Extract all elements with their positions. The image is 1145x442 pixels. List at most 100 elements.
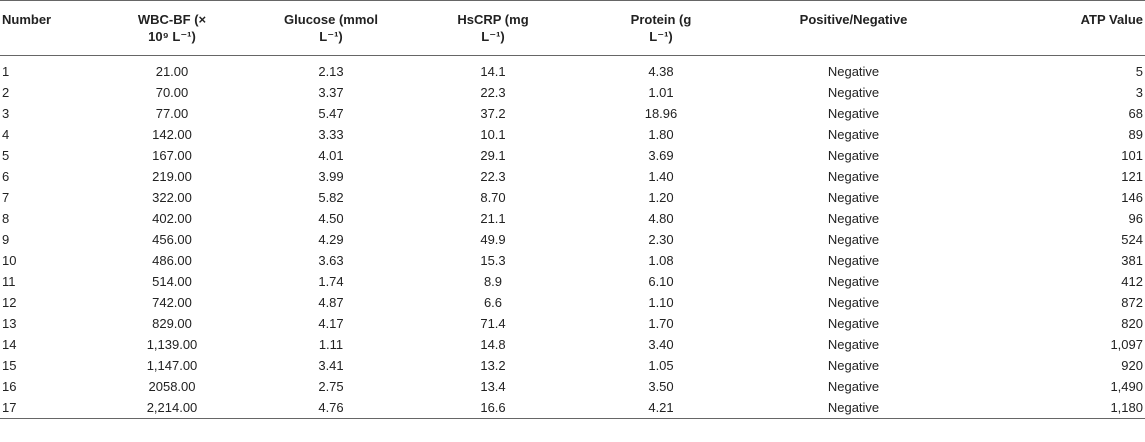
table-row: 8 402.00 4.50 21.1 4.80 Negative 96	[0, 208, 1145, 229]
cell-hscrp: 16.6	[410, 397, 576, 419]
cell-hscrp: 14.8	[480, 337, 506, 352]
cell-wbc-bf: 77.00	[155, 106, 189, 121]
cell-protein: 4.21	[576, 397, 746, 419]
table-row: 10 486.00 3.63 15.3 1.08 Negative 381	[0, 250, 1145, 271]
cell-atp-value: 872	[1121, 295, 1143, 310]
cell-hscrp: 29.1	[480, 148, 506, 163]
cell-result: Negative	[827, 295, 880, 310]
table-header: Number WBC-BF (× 10⁹ L⁻¹) Glucose (mmol …	[0, 0, 1145, 56]
cell-number: 15	[2, 358, 17, 373]
cell-atp-value: 381	[1121, 253, 1143, 268]
cell-result: Negative	[827, 379, 880, 394]
header-atp-value: ATP Value	[961, 0, 1145, 56]
cell-atp-value: 101	[1121, 148, 1143, 163]
header-protein: Protein (g L⁻¹)	[576, 0, 746, 56]
cell-number: 6	[2, 169, 10, 184]
header-line1: Glucose (mmol	[284, 12, 378, 27]
cell-protein: 1.05	[648, 358, 674, 373]
cell-atp-value: 96	[1128, 211, 1143, 226]
table-row: 15 1,147.00 3.41 13.2 1.05 Negative 920	[0, 355, 1145, 376]
cell-wbc-bf: 142.00	[152, 127, 192, 142]
table-row: 3 77.00 5.47 37.2 18.96 Negative 68	[0, 103, 1145, 124]
cell-glucose: 4.76	[252, 397, 410, 419]
cell-hscrp: 15.3	[480, 253, 506, 268]
cell-glucose: 4.50	[318, 211, 344, 226]
table-row: 4 142.00 3.33 10.1 1.80 Negative 89	[0, 124, 1145, 145]
table-row: 12 742.00 4.87 6.6 1.10 Negative 872	[0, 292, 1145, 313]
cell-wbc-bf: 1,147.00	[146, 358, 198, 373]
cell-wbc-bf: 2058.00	[148, 379, 196, 394]
cell-number: 8	[2, 211, 10, 226]
cell-wbc-bf: 167.00	[152, 148, 192, 163]
cell-protein: 3.50	[648, 379, 674, 394]
header-line1: Number	[2, 12, 52, 27]
cell-glucose: 3.63	[318, 253, 344, 268]
cell-protein: 3.69	[648, 148, 674, 163]
cell-hscrp: 13.4	[480, 379, 506, 394]
cell-protein: 3.40	[648, 337, 674, 352]
table-row: 17 2,214.00 4.76 16.6 4.21 Negative 1,180	[0, 397, 1145, 419]
cell-protein: 1.10	[648, 295, 674, 310]
cell-wbc-bf: 486.00	[152, 253, 192, 268]
cell-glucose: 5.47	[318, 106, 344, 121]
cell-number: 2	[2, 85, 10, 100]
cell-number: 13	[2, 316, 17, 331]
cell-wbc-bf: 219.00	[152, 169, 192, 184]
header-line1: ATP Value	[1080, 12, 1143, 27]
cell-atp-value: 820	[1121, 316, 1143, 331]
cell-glucose: 3.41	[318, 358, 344, 373]
table-body: 1 21.00 2.13 14.1 4.38 Negative 5 2 70.00 3.37 22.…	[0, 56, 1145, 419]
cell-atp-value: 146	[1121, 190, 1143, 205]
cell-wbc-bf: 742.00	[152, 295, 192, 310]
cell-hscrp: 49.9	[480, 232, 506, 247]
cell-protein: 4.38	[648, 64, 674, 79]
cell-protein: 1.80	[648, 127, 674, 142]
cell-protein: 6.10	[648, 274, 674, 289]
header-line2: L⁻¹)	[481, 29, 505, 44]
cell-hscrp: 14.1	[480, 64, 506, 79]
cell-result: Negative	[827, 169, 880, 184]
cell-atp-value: 89	[1128, 127, 1143, 142]
header-glucose: Glucose (mmol L⁻¹)	[252, 0, 410, 56]
cell-wbc-bf: 514.00	[152, 274, 192, 289]
cell-atp-value: 68	[1128, 106, 1143, 121]
cell-glucose: 1.74	[318, 274, 344, 289]
cell-wbc-bf: 322.00	[152, 190, 192, 205]
cell-wbc-bf: 402.00	[152, 211, 192, 226]
cell-number: 7	[2, 190, 10, 205]
cell-protein: 1.20	[648, 190, 674, 205]
cell-wbc-bf: 1,139.00	[146, 337, 198, 352]
cell-glucose: 2.13	[318, 64, 344, 79]
header-row: Number WBC-BF (× 10⁹ L⁻¹) Glucose (mmol …	[0, 0, 1145, 56]
cell-atp-value: 524	[1121, 232, 1143, 247]
cell-glucose: 5.82	[318, 190, 344, 205]
header-line1: HsCRP (mg	[457, 12, 529, 27]
header-line1: Protein (g	[630, 12, 692, 27]
cell-wbc-bf: 829.00	[152, 316, 192, 331]
cell-number: 10	[2, 253, 17, 268]
table-row: 1 21.00 2.13 14.1 4.38 Negative 5	[0, 56, 1145, 83]
header-hscrp: HsCRP (mg L⁻¹)	[410, 0, 576, 56]
header-line2: L⁻¹)	[319, 29, 343, 44]
cell-atp-value: 1,097	[1110, 337, 1143, 352]
cell-atp-value: 412	[1121, 274, 1143, 289]
cell-result: Negative	[827, 358, 880, 373]
cell-hscrp: 8.70	[480, 190, 506, 205]
table-row: 7 322.00 5.82 8.70 1.20 Negative 146	[0, 187, 1145, 208]
cell-number: 17	[0, 397, 92, 419]
cell-result: Negative	[827, 253, 880, 268]
cell-number: 5	[2, 148, 10, 163]
cell-result: Negative	[827, 148, 880, 163]
table-row: 5 167.00 4.01 29.1 3.69 Negative 101	[0, 145, 1145, 166]
data-table: Number WBC-BF (× 10⁹ L⁻¹) Glucose (mmol …	[0, 0, 1145, 419]
cell-protein: 1.40	[648, 169, 674, 184]
cell-number: 12	[2, 295, 17, 310]
cell-protein: 1.70	[648, 316, 674, 331]
table-row: 11 514.00 1.74 8.9 6.10 Negative 412	[0, 271, 1145, 292]
table-row: 13 829.00 4.17 71.4 1.70 Negative 820	[0, 313, 1145, 334]
cell-result: Negative	[827, 211, 880, 226]
header-line1: Positive/Negative	[799, 12, 908, 27]
cell-atp-value: 1,180	[961, 397, 1145, 419]
cell-glucose: 4.01	[318, 148, 344, 163]
cell-hscrp: 22.3	[480, 169, 506, 184]
